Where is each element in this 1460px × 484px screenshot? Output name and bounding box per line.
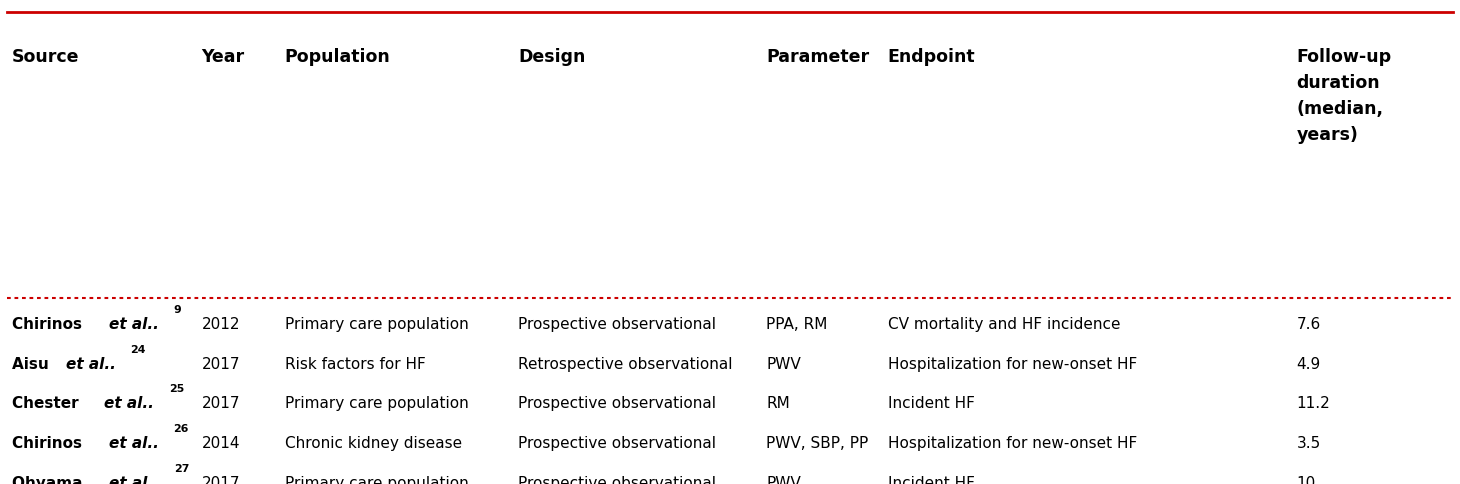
Text: 7.6: 7.6 [1296,317,1321,332]
Text: 25: 25 [169,384,184,394]
Text: 11.2: 11.2 [1296,396,1330,411]
Text: et al..: et al.. [105,396,155,411]
Text: Prospective observational: Prospective observational [518,436,717,451]
Text: 9: 9 [174,305,181,315]
Text: et al..: et al.. [110,476,159,484]
Text: et al..: et al.. [110,317,159,332]
Text: Follow-up
duration
(median,
years): Follow-up duration (median, years) [1296,48,1391,143]
Text: PWV, SBP, PP: PWV, SBP, PP [766,436,869,451]
Text: Incident HF: Incident HF [888,476,975,484]
Text: Primary care population: Primary care population [285,396,469,411]
Text: Risk factors for HF: Risk factors for HF [285,357,425,372]
Text: 2017: 2017 [201,396,239,411]
Text: Prospective observational: Prospective observational [518,396,717,411]
Text: 4.9: 4.9 [1296,357,1321,372]
Text: Aisu: Aisu [12,357,54,372]
Text: Ohyama: Ohyama [12,476,88,484]
Text: 2017: 2017 [201,357,239,372]
Text: Population: Population [285,48,390,66]
Text: Chester: Chester [12,396,83,411]
Text: Chirinos: Chirinos [12,436,88,451]
Text: Incident HF: Incident HF [888,396,975,411]
Text: Chronic kidney disease: Chronic kidney disease [285,436,461,451]
Text: 2012: 2012 [201,317,239,332]
Text: Prospective observational: Prospective observational [518,317,717,332]
Text: 26: 26 [174,424,188,434]
Text: PWV: PWV [766,357,802,372]
Text: Hospitalization for new-onset HF: Hospitalization for new-onset HF [888,436,1137,451]
Text: Retrospective observational: Retrospective observational [518,357,733,372]
Text: PWV: PWV [766,476,802,484]
Text: Design: Design [518,48,585,66]
Text: CV mortality and HF incidence: CV mortality and HF incidence [888,317,1120,332]
Text: 2014: 2014 [201,436,239,451]
Text: Source: Source [12,48,79,66]
Text: et al..: et al.. [66,357,115,372]
Text: Endpoint: Endpoint [888,48,975,66]
Text: PPA, RM: PPA, RM [766,317,828,332]
Text: 2017: 2017 [201,476,239,484]
Text: 24: 24 [130,345,146,355]
Text: Primary care population: Primary care population [285,317,469,332]
Text: Chirinos: Chirinos [12,317,88,332]
Text: 27: 27 [174,464,190,474]
Text: Hospitalization for new-onset HF: Hospitalization for new-onset HF [888,357,1137,372]
Text: Prospective observational: Prospective observational [518,476,717,484]
Text: 10: 10 [1296,476,1315,484]
Text: RM: RM [766,396,790,411]
Text: Parameter: Parameter [766,48,870,66]
Text: Primary care population: Primary care population [285,476,469,484]
Text: 3.5: 3.5 [1296,436,1321,451]
Text: Year: Year [201,48,245,66]
Text: et al..: et al.. [110,436,159,451]
